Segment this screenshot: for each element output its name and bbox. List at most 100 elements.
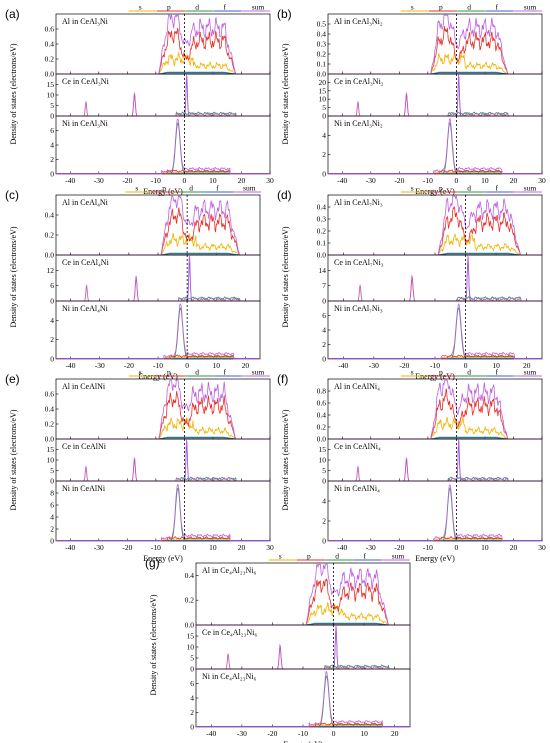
subplot-ni: 0 2 4 6 Ni in CeAl₇Ni₃ [322,300,543,364]
panel-c: (c) s p d f sum 0.0 0.2 0.4 Al in CeAl₄Ni 0 6 12 Ce i… [5,184,262,381]
legend-label-p: p [307,552,311,561]
x-tick-label: -10 [151,176,161,185]
y-tick-label: 15 [47,80,55,89]
dos-line-s [328,232,542,256]
x-tick-label: 20 [242,361,250,370]
y-tick-label: 0.4 [317,411,327,420]
legend-label-p: p [167,368,171,377]
y-tick-label: 0.6 [45,25,55,34]
dos-line-s [56,103,270,117]
panel-label: (b) [277,7,292,21]
legend-label-d: d [467,368,471,377]
panel-label: (a) [5,7,20,21]
dos-line-d [56,307,260,360]
x-tick-label: 10 [481,543,489,552]
legend-label-sum: sum [252,368,265,377]
y-tick-label: 6 [50,126,54,135]
legend-label-f: f [364,552,367,561]
dos-line-p [56,27,270,75]
legend-label-d: d [335,552,339,561]
y-tick-label: 4 [322,497,326,506]
y-tick-label: 12 [47,266,55,275]
y-tick-label: 0.0 [45,251,55,260]
legend-label-sum: sum [524,184,537,193]
subplot-al: 0.0 0.2 0.4 0.6 Al in CeAl₃Ni [45,13,271,79]
y-tick-label: 0.0 [317,70,327,79]
subplot-label: Ce in CeAlNi₄ [334,442,381,451]
x-axis-label: Energy (eV) [283,740,323,743]
x-tick-label: 10 [360,729,368,738]
x-tick-label: -20 [122,543,132,552]
x-tick-label: 20 [238,176,246,185]
y-tick-label: 0.0 [185,621,195,630]
y-tick-label: 0 [322,477,326,486]
y-tick-label: 0 [190,665,194,674]
x-tick-label: -10 [430,361,440,370]
subplot-ce: 0 6 12 Ce in CeAl₄Ni [47,254,261,306]
x-tick-label: -10 [153,361,163,370]
x-tick-label: 0 [183,543,187,552]
dos-line-sum [328,303,542,360]
y-axis-label: Density of states (electrons/eV) [281,226,290,327]
subplot-label: Ni in CeAl₇Ni₃ [334,304,383,313]
dos-line-p [196,577,410,626]
x-tick-label: 20 [510,176,518,185]
y-tick-label: 5 [50,101,54,110]
y-tick-label: 10 [319,95,327,104]
x-tick-label: 0 [332,729,336,738]
panel-label: (d) [277,188,292,202]
subplot-ce: 0 510 15 Ce in CeAlNi [47,438,271,486]
legend-label-d: d [467,3,471,12]
y-tick-label: 0.2 [45,231,55,240]
x-tick-label: -20 [399,361,409,370]
x-tick-label: -40 [65,543,75,552]
subplot-ce: 0 7 14 Ce in CeAl₇Ni₃ [319,254,543,306]
y-tick-label: 0 [322,355,326,364]
subplot-ni: 0 2 4 6 Ni in Ce₄Al₂₃Ni₆ [190,668,411,732]
y-tick-label: 0 [322,537,326,546]
dos-line-sum [56,303,260,360]
y-tick-label: 10 [187,643,195,652]
legend-label-s: s [135,184,138,193]
dos-line-p [328,94,542,117]
subplot-ni: 0 2 4 6 Ni in CeAl₃Ni [50,115,271,179]
x-tick-label: -40 [65,176,75,185]
x-tick-label: 0 [185,361,189,370]
subplot-label: Ni in CeAlNi₄ [334,484,380,493]
y-tick-label: 0.6 [45,390,55,399]
subplot-label: Al in CeAl₃Ni₂ [334,17,383,26]
y-tick-label: 0.4 [45,405,55,414]
subplot-label: Al in CeAlNi [62,382,106,391]
panel-f: (f) s p d f sum 0.0 0.2 0.4 0.6 0.8 Al in CeAlNi₄ 0 5… [277,368,546,564]
dos-line-p [56,459,270,482]
y-tick-label: 0.2 [45,420,55,429]
y-tick-label: 0 [50,297,54,306]
x-tick-label: 10 [481,176,489,185]
x-tick-label: -40 [206,729,216,738]
y-tick-label: 4 [50,141,54,150]
y-tick-label: 10 [47,456,55,465]
dos-line-d [328,307,542,360]
panel-g: (g) s p d f sum 0.0 0.2 0.4 Al in Ce₄Al₂₃Ni₆ 0 5 10 1… [145,552,411,743]
x-tick-label: -20 [267,729,277,738]
y-tick-label: 7 [322,281,326,290]
legend-label-s: s [279,552,282,561]
subplot-label: Ni in CeAl₃Ni [62,119,109,128]
legend-label-f: f [496,368,499,377]
y-tick-label: 4 [50,513,54,522]
dos-line-sum [56,118,270,175]
y-tick-label: 15 [319,445,327,454]
subplot-ni: 0 2 4 Ni in CeAlNi₄ [322,480,543,546]
legend-label-s: s [411,3,414,12]
y-tick-label: 0.4 [185,571,195,580]
y-tick-label: 0.2 [317,50,327,59]
dos-line-d [56,487,270,542]
x-tick-label: 30 [266,543,274,552]
x-tick-label: 10 [209,543,217,552]
y-tick-label: 2 [322,150,326,159]
legend-label-f: f [224,3,227,12]
subplot-label: Ce in CeAl₄Ni [62,258,110,267]
legend-label-sum: sum [392,552,405,561]
